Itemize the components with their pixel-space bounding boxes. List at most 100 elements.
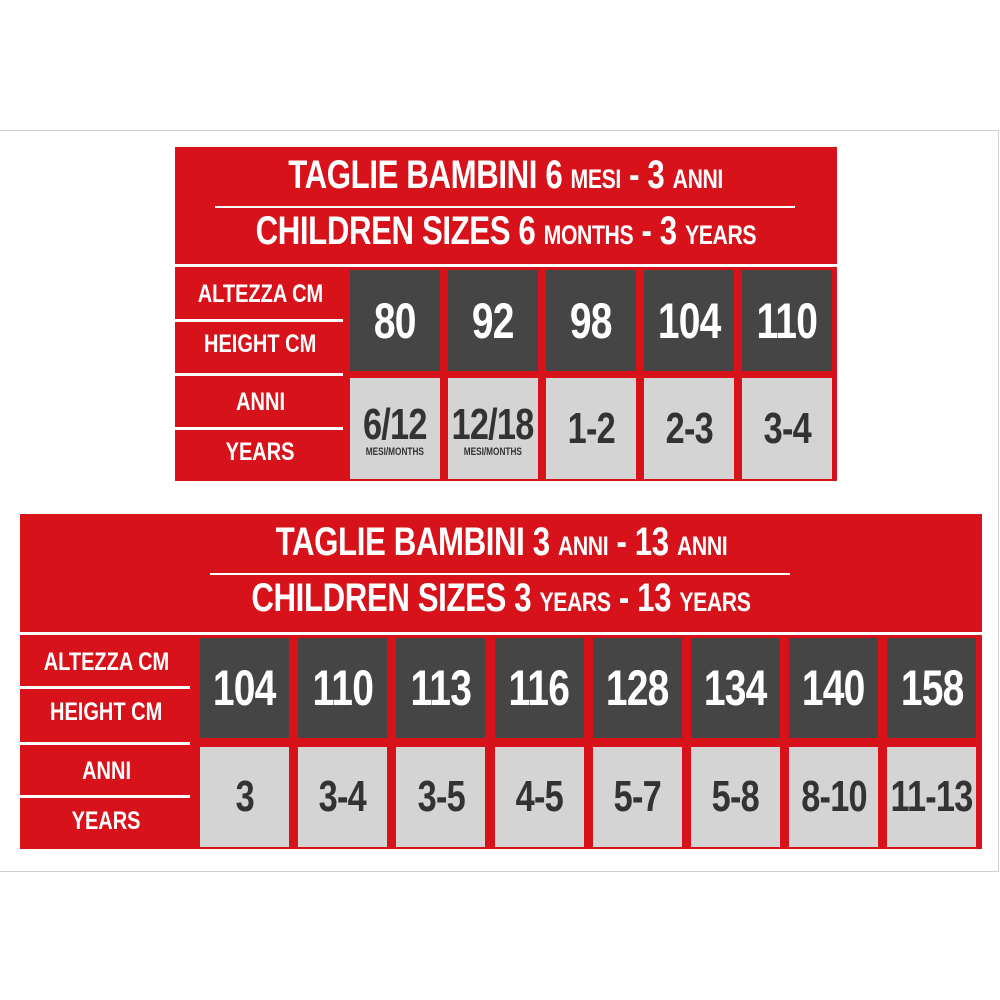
- title-segment: ANNI: [676, 530, 728, 561]
- section-divider: [175, 264, 837, 267]
- section-divider: [20, 742, 190, 745]
- age-value: 11-13: [890, 772, 974, 821]
- age-value: 8-10: [800, 772, 867, 821]
- label-text: HEIGHT CM: [50, 697, 163, 726]
- age-value: 3-4: [763, 403, 811, 453]
- title-divider: [215, 206, 795, 208]
- label-text: ANNI: [236, 387, 285, 416]
- age-cell: 4-5: [494, 747, 584, 847]
- height-value: 116: [508, 660, 570, 716]
- label-divider: [20, 795, 190, 798]
- title-text: TAGLIE BAMBINI 6 MESI - 3 ANNI: [289, 153, 724, 198]
- height-value: 158: [900, 660, 965, 716]
- height-cell: 116: [494, 638, 584, 738]
- row-label-years: YEARS: [178, 429, 343, 478]
- age-value: 4-5: [515, 772, 563, 821]
- age-unit-note: MESI/MONTHS: [463, 445, 523, 458]
- age-value: 5-8: [711, 772, 760, 821]
- height-value: 104: [657, 292, 722, 349]
- age-cell: 3-4: [742, 378, 832, 479]
- label-text: YEARS: [72, 806, 141, 835]
- title-text: CHILDREN SIZES 6 MONTHS - 3 YEARS: [256, 209, 757, 254]
- title-segment: - 3: [633, 209, 686, 253]
- height-value: 140: [802, 660, 866, 716]
- height-cell: 104: [200, 638, 289, 738]
- height-cell: 134: [691, 638, 780, 738]
- height-value: 98: [570, 292, 613, 349]
- row-label-altezza: ALTEZZA CM: [23, 638, 190, 686]
- age-value: 1-2: [567, 403, 615, 453]
- title-segment: - 13: [610, 576, 680, 620]
- height-cell: 80: [350, 270, 440, 371]
- row-label-height: HEIGHT CM: [23, 688, 190, 736]
- size-chart-3y-13y: TAGLIE BAMBINI 3 ANNI - 13 ANNI CHILDREN …: [20, 514, 982, 849]
- height-value: 110: [756, 292, 818, 349]
- title-segment: TAGLIE BAMBINI 3: [275, 520, 558, 564]
- title-segment: - 3: [621, 153, 674, 197]
- section-divider: [20, 632, 982, 635]
- age-cell: 5-8: [691, 747, 780, 847]
- label-divider: [175, 426, 343, 430]
- age-cell: 3-4: [298, 747, 388, 847]
- label-text: HEIGHT CM: [204, 330, 317, 359]
- height-value: 80: [374, 292, 417, 349]
- height-cell: 98: [546, 270, 636, 371]
- age-value: 2-3: [665, 403, 713, 453]
- age-cell: 6/12 MESI/MONTHS: [350, 378, 440, 479]
- age-value: 12/18: [452, 399, 535, 449]
- frame: [0, 130, 999, 872]
- height-cell: 92: [448, 270, 538, 371]
- height-value: 128: [605, 660, 670, 716]
- height-cell: 113: [396, 638, 486, 738]
- height-value: 104: [213, 660, 277, 716]
- height-cell: 158: [887, 638, 977, 738]
- height-cell: 140: [789, 638, 879, 738]
- title-english: CHILDREN SIZES 3 YEARS - 13 YEARS: [20, 576, 982, 621]
- age-cell: 11-13: [887, 747, 977, 847]
- age-cell: 12/18 MESI/MONTHS: [448, 378, 538, 479]
- age-value: 3-4: [319, 772, 367, 821]
- row-label-anni: ANNI: [23, 747, 190, 795]
- row-label-height: HEIGHT CM: [178, 321, 343, 370]
- row-label-years: YEARS: [23, 797, 190, 845]
- height-cell: 110: [742, 270, 832, 371]
- title-text: CHILDREN SIZES 3 YEARS - 13 YEARS: [251, 576, 750, 621]
- age-value: 6/12: [363, 399, 427, 449]
- age-cell: 5-7: [592, 747, 682, 847]
- age-cell: 3-5: [396, 747, 486, 847]
- title-segment: ANNI: [673, 163, 724, 194]
- label-text: ALTEZZA CM: [43, 647, 170, 676]
- row-label-anni: ANNI: [178, 378, 343, 427]
- age-cell: 8-10: [789, 747, 879, 847]
- title-text: TAGLIE BAMBINI 3 ANNI - 13 ANNI: [275, 520, 727, 565]
- row-label-altezza: ALTEZZA CM: [178, 270, 343, 319]
- label-text: ALTEZZA CM: [197, 279, 324, 308]
- title-segment: MONTHS: [543, 219, 634, 250]
- size-chart-6m-3y: TAGLIE BAMBINI 6 MESI - 3 ANNI CHILDREN S…: [175, 147, 837, 481]
- label-divider: [20, 686, 190, 689]
- age-cell: 2-3: [644, 378, 734, 479]
- title-segment: - 13: [607, 520, 677, 564]
- title-english: CHILDREN SIZES 6 MONTHS - 3 YEARS: [175, 209, 837, 254]
- label-text: YEARS: [226, 438, 295, 467]
- age-value: 5-7: [613, 772, 662, 821]
- section-divider: [175, 373, 343, 376]
- age-cell: 3: [200, 747, 289, 847]
- height-cell: 128: [592, 638, 682, 738]
- age-unit-note: MESI/MONTHS: [365, 445, 425, 458]
- title-segment: YEARS: [685, 219, 757, 250]
- height-cell: 110: [298, 638, 388, 738]
- title-segment: TAGLIE BAMBINI 6: [288, 153, 571, 197]
- label-divider: [175, 318, 343, 322]
- title-segment: YEARS: [679, 586, 751, 617]
- title-segment: ANNI: [557, 530, 608, 561]
- title-segment: CHILDREN SIZES 3: [251, 576, 540, 620]
- label-text: ANNI: [82, 756, 131, 785]
- title-segment: YEARS: [539, 586, 612, 617]
- height-value: 92: [472, 292, 515, 349]
- age-value: 3: [235, 772, 254, 821]
- age-cell: 1-2: [546, 378, 636, 479]
- height-value: 113: [410, 660, 472, 716]
- title-italian: TAGLIE BAMBINI 3 ANNI - 13 ANNI: [20, 520, 982, 565]
- title-divider: [210, 573, 790, 575]
